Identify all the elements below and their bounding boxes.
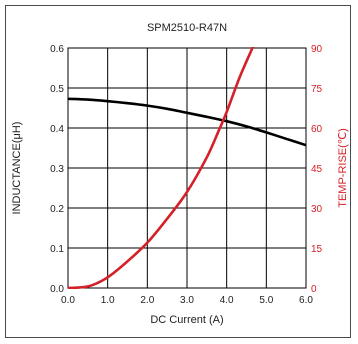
y-left-tick-label: 0.6	[50, 44, 64, 55]
plot-border	[67, 47, 307, 289]
temp-rise-curve	[68, 47, 255, 289]
inductance-curve	[68, 97, 306, 147]
y-right-tick-label: 30	[311, 204, 323, 215]
y-left-tick-label: 0.1	[50, 244, 64, 255]
y-right-tick-label: 45	[311, 164, 323, 175]
y-left-axis-ticks: 0.0 0.1 0.2 0.3 0.4 0.5 0.6	[50, 44, 64, 295]
y-right-tick-label: 15	[311, 244, 323, 255]
y-left-tick-label: 0.3	[50, 164, 64, 175]
x-tick-label: 5.0	[259, 295, 273, 306]
chart-title: SPM2510-R47N	[147, 22, 227, 34]
x-tick-label: 0.0	[61, 295, 75, 306]
y-left-tick-label: 0.0	[50, 284, 64, 295]
y-left-tick-label: 0.5	[50, 84, 64, 95]
y-left-tick-label: 0.4	[50, 124, 64, 135]
y-right-tick-label: 60	[311, 124, 323, 135]
x-tick-label: 2.0	[140, 295, 154, 306]
x-tick-label: 3.0	[180, 295, 194, 306]
x-tick-label: 1.0	[101, 295, 115, 306]
y-left-axis-label: INDUCTANCE(μH)	[11, 122, 23, 215]
series-layer	[68, 47, 306, 289]
y-right-axis-label: TEMP-RISE(℃)	[337, 128, 349, 208]
x-axis-label: DC Current (A)	[150, 314, 223, 326]
y-right-tick-label: 90	[311, 44, 323, 55]
x-axis-ticks: 0.0 1.0 2.0 3.0 4.0 5.0 6.0	[61, 295, 313, 306]
y-right-tick-label: 0	[311, 284, 317, 295]
y-right-tick-label: 75	[311, 84, 323, 95]
x-tick-label: 4.0	[220, 295, 234, 306]
y-left-tick-label: 0.2	[50, 204, 64, 215]
x-tick-label: 6.0	[299, 295, 313, 306]
y-right-axis-ticks: 0 15 30 45 60 75 90	[311, 44, 323, 295]
grid	[68, 48, 306, 288]
